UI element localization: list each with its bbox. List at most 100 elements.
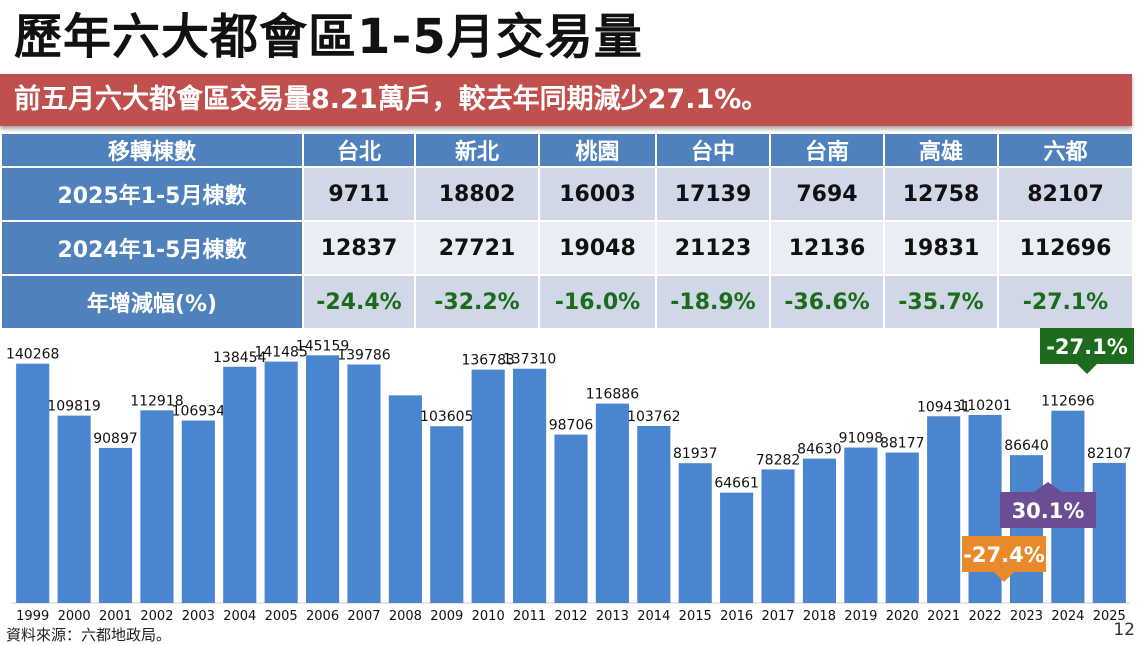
data-label: 116886 — [586, 387, 640, 403]
x-tick-label: 2004 — [223, 609, 256, 624]
bar — [98, 447, 133, 603]
x-tick-label: 2022 — [969, 609, 1002, 624]
bar — [347, 364, 381, 603]
callout-label: 30.1% — [1012, 499, 1085, 523]
x-tick-label: 2013 — [596, 609, 629, 624]
x-tick-label: 2012 — [554, 609, 587, 624]
x-tick-label: 2001 — [99, 609, 132, 624]
data-label: 138454 — [213, 350, 267, 366]
bar — [513, 368, 547, 603]
table-header-row: 移轉棟數 台北 新北 桃園 台中 台南 高雄 六都 — [0, 132, 1134, 168]
col-header: 台南 — [769, 132, 885, 168]
data-label: 140268 — [6, 347, 59, 363]
data-label: 110201 — [958, 398, 1011, 414]
x-tick-label: 2016 — [720, 609, 753, 624]
table-cell: -16.0% — [538, 274, 657, 330]
source-note: 資料來源：六都地政局。 — [6, 626, 172, 644]
page-title: 歷年六大都會區1-5月交易量 — [14, 9, 643, 65]
data-label: 90897 — [93, 431, 138, 447]
annual-volume-bar-chart: 140268 1999 109819 2000 90897 2001 112918 2002 1… — [6, 328, 1134, 624]
row-label: 年增減幅(%) — [0, 274, 304, 330]
bar — [637, 425, 671, 603]
x-tick-label: 2020 — [886, 609, 919, 624]
data-label: 106934 — [172, 404, 226, 420]
bar — [844, 447, 878, 603]
x-tick-label: 2007 — [347, 609, 380, 624]
data-label: 78282 — [756, 452, 801, 468]
table-cell: 12837 — [302, 220, 416, 276]
data-label: 82107 — [1087, 446, 1132, 462]
data-label: 98706 — [549, 418, 594, 434]
data-label: 86640 — [1004, 438, 1049, 454]
table-cell: 19048 — [538, 220, 657, 276]
table-cell: -35.7% — [883, 274, 999, 330]
data-label: 103762 — [627, 409, 680, 425]
data-label: 91098 — [839, 431, 884, 447]
bar — [140, 410, 174, 603]
table-cell: 12136 — [769, 220, 885, 276]
x-tick-label: 2015 — [679, 609, 712, 624]
bar — [885, 452, 919, 603]
row-label: 2025年1-5月棟數 — [0, 166, 304, 222]
x-tick-label: 2024 — [1051, 609, 1084, 624]
bar — [16, 363, 50, 603]
bar — [388, 395, 422, 603]
data-label: 109819 — [47, 399, 100, 415]
col-header: 六都 — [997, 132, 1134, 168]
page-number: 12 — [1113, 620, 1135, 640]
table-cell: -18.9% — [655, 274, 771, 330]
bar — [595, 403, 629, 603]
data-label: 136783 — [461, 353, 514, 369]
table-cell: 17139 — [655, 166, 771, 222]
table-cell: -32.2% — [414, 274, 540, 330]
data-label: 109431 — [917, 399, 970, 415]
bar — [471, 369, 505, 603]
x-tick-label: 2021 — [927, 609, 960, 624]
table-cell: 21123 — [655, 220, 771, 276]
table-cell: 82107 — [997, 166, 1134, 222]
bar — [181, 420, 215, 603]
bar — [554, 434, 588, 603]
x-tick-label: 2014 — [637, 609, 670, 624]
bar — [305, 355, 340, 603]
table-cell: 16003 — [538, 166, 657, 222]
table-cell: 9711 — [302, 166, 416, 222]
x-tick-label: 2008 — [389, 609, 422, 624]
col-header: 桃園 — [538, 132, 657, 168]
table-cell: 19831 — [883, 220, 999, 276]
table-cell: -24.4% — [302, 274, 416, 330]
x-tick-label: 2017 — [761, 609, 794, 624]
col-header: 新北 — [414, 132, 540, 168]
col-header: 台北 — [302, 132, 416, 168]
bar — [720, 492, 754, 603]
callout-badge — [962, 536, 1046, 582]
callout-badge — [1040, 328, 1134, 374]
bar — [968, 414, 1002, 603]
bar — [802, 458, 837, 603]
x-tick-label: 2003 — [182, 609, 215, 624]
bar — [927, 416, 961, 603]
bar — [264, 361, 298, 603]
x-tick-label: 2009 — [430, 609, 463, 624]
table-cell: 7694 — [769, 166, 885, 222]
table-cell: 12758 — [883, 166, 999, 222]
table-cell: 18802 — [414, 166, 540, 222]
bar — [223, 366, 257, 603]
data-label: 112696 — [1041, 394, 1095, 410]
data-label: 139786 — [337, 347, 391, 363]
row-label: 2024年1-5月棟數 — [0, 220, 304, 276]
table-cell: -27.1% — [997, 274, 1134, 330]
x-tick-label: 2005 — [265, 609, 298, 624]
x-tick-label: 1999 — [16, 609, 49, 624]
bar — [1092, 462, 1126, 603]
col-header: 高雄 — [883, 132, 999, 168]
table-row: 2024年1-5月棟數 12837 27721 19048 21123 1213… — [0, 220, 1134, 276]
table-cell: -36.6% — [769, 274, 885, 330]
table-row: 年增減幅(%) -24.4% -32.2% -16.0% -18.9% -36.… — [0, 274, 1134, 330]
x-tick-label: 2000 — [58, 609, 91, 624]
header-label: 移轉棟數 — [0, 132, 304, 168]
x-tick-label: 2002 — [140, 609, 173, 624]
x-tick-label: 2018 — [803, 609, 836, 624]
data-label: 112918 — [130, 393, 183, 409]
callout-label: -27.4% — [963, 543, 1045, 567]
